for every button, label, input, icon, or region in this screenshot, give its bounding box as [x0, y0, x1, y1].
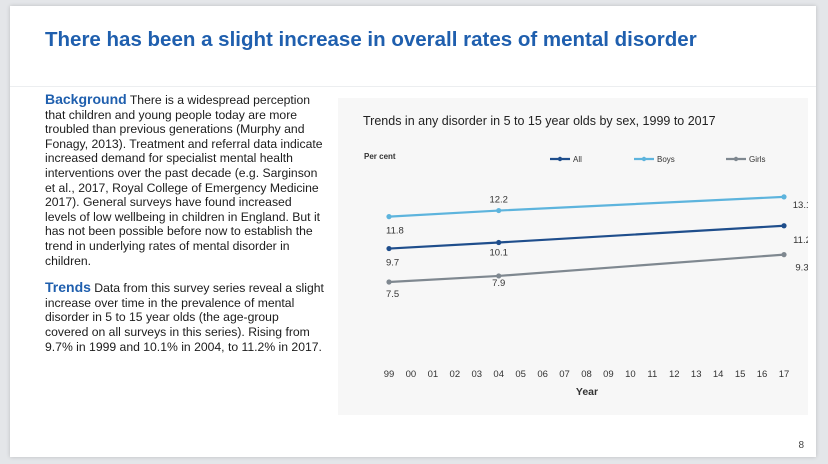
trends-heading: Trends: [45, 279, 91, 296]
x-tick-label-99: 99: [384, 369, 395, 380]
chart-panel: Trends in any disorder in 5 to 15 year o…: [338, 98, 808, 415]
x-tick-label-17: 17: [779, 369, 790, 380]
x-tick-label-14: 14: [713, 369, 724, 380]
data-point-girls-1999: [386, 279, 392, 285]
data-point-boys-2017: [781, 194, 787, 200]
data-label-all-1999: 9.7: [386, 258, 399, 269]
legend-label-all: All: [573, 155, 582, 164]
data-label-girls-2017: 9.3: [795, 263, 808, 274]
x-tick-label-13: 13: [691, 369, 702, 380]
data-label-girls-1999: 7.5: [386, 289, 399, 300]
x-tick-label-16: 16: [757, 369, 768, 380]
data-point-boys-2004: [496, 207, 502, 214]
slide: There has been a slight increase in over…: [10, 6, 816, 457]
x-tick-label-09: 09: [603, 369, 614, 380]
page-number: 8: [798, 440, 804, 451]
x-tick-label-01: 01: [428, 369, 439, 380]
data-point-all-1999: [386, 245, 392, 252]
data-label-boys-2004: 12.2: [489, 195, 508, 206]
data-point-boys-1999: [386, 214, 392, 220]
data-point-girls-2017: [781, 252, 787, 258]
x-tick-label-02: 02: [450, 369, 461, 380]
data-label-boys-2017: 13.1: [793, 200, 808, 211]
x-tick-label-00: 00: [406, 369, 417, 380]
data-point-all-2017: [781, 223, 787, 229]
data-point-all-2004: [496, 239, 502, 246]
data-label-all-2017: 11.2: [793, 235, 808, 246]
x-tick-label-04: 04: [493, 369, 504, 380]
title-band: There has been a slight increase in over…: [10, 6, 816, 87]
background-body: There is a widespread perception that ch…: [45, 93, 323, 268]
x-tick-label-12: 12: [669, 369, 680, 380]
x-tick-label-06: 06: [537, 369, 548, 380]
series-line-all: [388, 224, 785, 250]
legend-marker-boys: [641, 156, 647, 162]
background-heading: Background: [45, 91, 127, 107]
x-axis-label: Year: [576, 386, 598, 398]
data-label-girls-2004: 7.9: [492, 278, 505, 289]
data-point-girls-2004: [496, 273, 502, 279]
legend-marker-all: [557, 156, 563, 162]
x-tick-label-08: 08: [581, 369, 592, 380]
legend-label-girls: Girls: [749, 155, 765, 164]
slide-title: There has been a slight increase in over…: [45, 28, 697, 51]
x-tick-label-03: 03: [471, 369, 482, 380]
series-line-boys: [388, 195, 785, 218]
y-axis-label: Per cent: [364, 152, 396, 161]
x-tick-label-15: 15: [735, 369, 746, 380]
trends-body: Data from this survey series reveal a sl…: [45, 281, 324, 354]
x-tick-label-07: 07: [559, 369, 570, 380]
data-label-boys-1999: 11.8: [386, 226, 404, 237]
legend-marker-girls: [733, 156, 739, 162]
data-label-all-2004: 10.1: [489, 247, 508, 258]
x-tick-label-10: 10: [625, 369, 636, 380]
trends-paragraph: Trends Data from this survey series reve…: [45, 280, 325, 354]
line-chart: Trends in any disorder in 5 to 15 year o…: [363, 114, 808, 398]
x-tick-label-11: 11: [647, 369, 657, 380]
x-tick-label-05: 05: [515, 369, 526, 380]
legend-label-boys: Boys: [657, 155, 675, 164]
left-text-column: Background There is a widespread percept…: [45, 92, 325, 366]
background-paragraph: Background There is a widespread percept…: [45, 92, 325, 268]
chart-title: Trends in any disorder in 5 to 15 year o…: [363, 114, 716, 128]
series-line-girls: [388, 253, 785, 284]
